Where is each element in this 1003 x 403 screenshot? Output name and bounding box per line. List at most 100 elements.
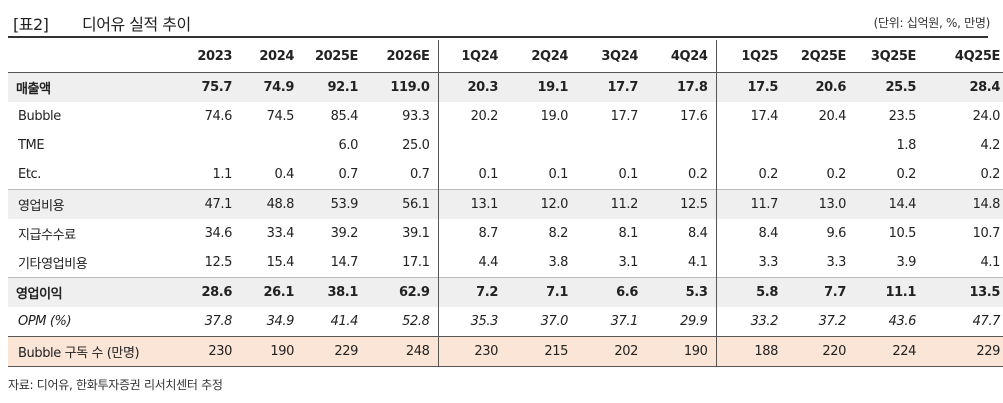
value-cell: 0.1: [548, 167, 569, 182]
value-cell: 33.2: [750, 314, 779, 329]
value-cell: 0.2: [758, 167, 779, 182]
row-revenue: 매출액 75.7 74.9 92.1 119.0 20.3 19.1 17.7 17.8 17.5…: [8, 72, 1003, 102]
value-cell: 29.9: [646, 307, 717, 337]
row-label: 기타영업비용: [18, 257, 88, 272]
value-cell: 14.4: [854, 189, 924, 219]
value-cell: 10.5: [888, 226, 917, 241]
value-cell: 215: [506, 336, 576, 367]
value-cell: 4.2: [980, 138, 1001, 153]
value-cell: 8.2: [548, 226, 569, 241]
value-cell: 26.1: [240, 277, 302, 307]
row-bubble: Bubble 74.6 74.5 85.4 93.3 20.2 19.0 17.7 17.6 17…: [8, 102, 1003, 131]
value-cell: 52.8: [366, 307, 439, 337]
row-opm: OPM (%) 37.8 34.9 41.4 52.8 35.3 37.0 37.1 29.9 3…: [8, 307, 1003, 337]
value-cell: [646, 131, 717, 160]
title-bar: [표2] 디어유 실적 추이 (단위: 십억원, %, 만명): [8, 8, 996, 34]
value-cell: 1.8: [896, 138, 917, 153]
top-rule: [8, 36, 988, 38]
value-cell: 224: [854, 336, 924, 367]
value-cell: 14.8: [924, 189, 1003, 219]
header-cell: 2024: [259, 48, 294, 64]
row-label: 매출액: [8, 72, 178, 102]
value-cell: 0.1: [618, 167, 639, 182]
value-cell: 5.8: [716, 277, 786, 307]
value-cell: 17.8: [646, 72, 717, 102]
row-label: Bubble 구독 수 (만명): [8, 336, 178, 367]
row-other-expense: 기타영업비용 12.5 15.4 14.7 17.1 4.4 3.8 3.1 4.1 3.3 3.3…: [8, 248, 1003, 278]
value-cell: 202: [576, 336, 646, 367]
header-cell: 1Q24: [461, 48, 498, 64]
value-cell: 25.0: [366, 131, 439, 160]
value-cell: 3.3: [758, 255, 779, 270]
value-cell: 75.7: [178, 72, 240, 102]
value-cell: [438, 131, 506, 160]
value-cell: 190: [240, 336, 302, 367]
value-cell: 12.5: [646, 189, 717, 219]
value-cell: 13.5: [924, 277, 1003, 307]
value-cell: [240, 131, 302, 160]
value-cell: 34.9: [266, 314, 295, 329]
value-cell: 0.4: [274, 167, 295, 182]
header-cell: 1Q25: [741, 48, 778, 64]
value-cell: 74.5: [266, 109, 295, 124]
value-cell: 0.2: [646, 160, 717, 190]
value-cell: 11.2: [576, 189, 646, 219]
row-label: 지급수수료: [18, 228, 76, 243]
value-cell: 12.0: [506, 189, 576, 219]
value-cell: 93.3: [366, 102, 439, 131]
value-cell: 12.5: [204, 255, 233, 270]
value-cell: [786, 131, 854, 160]
value-cell: 17.7: [576, 72, 646, 102]
header-cell: 3Q25E: [870, 48, 916, 64]
header-cell: 4Q25E: [954, 48, 1000, 64]
header-cell: 2025E: [314, 48, 358, 64]
unit-note: (단위: 십억원, %, 만명): [873, 16, 991, 30]
value-cell: 6.0: [338, 138, 359, 153]
value-cell: 24.0: [972, 109, 1001, 124]
table-number: [표2]: [13, 15, 49, 34]
header-label-cell: [8, 40, 178, 73]
value-cell: 0.2: [980, 167, 1001, 182]
value-cell: 188: [716, 336, 786, 367]
value-cell: 4.1: [646, 248, 717, 278]
value-cell: 34.6: [204, 226, 233, 241]
value-cell: 35.3: [470, 314, 499, 329]
value-cell: [576, 131, 646, 160]
value-cell: 15.4: [266, 255, 295, 270]
value-cell: 3.8: [548, 255, 569, 270]
value-cell: 56.1: [366, 189, 439, 219]
value-cell: 20.3: [438, 72, 506, 102]
value-cell: 62.9: [366, 277, 439, 307]
row-label: OPM (%): [18, 314, 72, 329]
value-cell: 7.2: [438, 277, 506, 307]
value-cell: 17.7: [610, 109, 639, 124]
value-cell: 8.1: [618, 226, 639, 241]
value-cell: 8.7: [478, 226, 499, 241]
row-label: TME: [18, 138, 45, 153]
value-cell: 17.4: [750, 109, 779, 124]
row-label: 영업비용: [8, 189, 178, 219]
row-etc: Etc. 1.1 0.4 0.7 0.7 0.1 0.1 0.1 0.2 0.2 0.2 0.2 0.2: [8, 160, 1003, 190]
value-cell: 248: [366, 336, 439, 367]
value-cell: 39.2: [330, 226, 359, 241]
value-cell: 0.2: [826, 167, 847, 182]
value-cell: 19.0: [540, 109, 569, 124]
value-cell: 11.1: [854, 277, 924, 307]
row-operating-profit: 영업이익 28.6 26.1 38.1 62.9 7.2 7.1 6.6 5.3 5.8 7.7 11…: [8, 277, 1003, 307]
value-cell: 74.6: [204, 109, 233, 124]
value-cell: 6.6: [576, 277, 646, 307]
value-cell: 7.7: [786, 277, 854, 307]
header-cell: 4Q24: [646, 40, 717, 73]
value-cell: 190: [646, 336, 717, 367]
value-cell: 17.6: [646, 102, 717, 131]
value-cell: 92.1: [302, 72, 366, 102]
header-cell: 2Q24: [531, 48, 568, 64]
value-cell: 33.4: [266, 226, 295, 241]
value-cell: 220: [786, 336, 854, 367]
value-cell: 23.5: [888, 109, 917, 124]
value-cell: 48.8: [240, 189, 302, 219]
row-label: Etc.: [18, 167, 41, 182]
row-operating-expense: 영업비용 47.1 48.8 53.9 56.1 13.1 12.0 11.2 12.5 11.7…: [8, 189, 1003, 219]
value-cell: 4.4: [478, 255, 499, 270]
value-cell: 5.3: [646, 277, 717, 307]
